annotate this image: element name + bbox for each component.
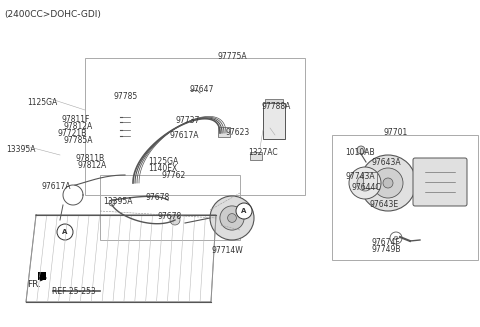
Bar [100,175,240,240]
Text: 97785A: 97785A [63,136,93,145]
Text: 1125GA: 1125GA [27,98,57,107]
Text: 1140EX: 1140EX [148,164,177,173]
Circle shape [228,214,236,222]
Text: 97785: 97785 [113,92,137,101]
Text: FR.: FR. [27,280,41,289]
FancyBboxPatch shape [413,158,467,206]
Text: 97644C: 97644C [352,183,382,192]
Text: 13395A: 13395A [103,197,132,206]
Text: 97737: 97737 [175,116,199,125]
Text: (2400CC>DOHC-GDI): (2400CC>DOHC-GDI) [4,10,101,19]
Text: 97678: 97678 [145,193,169,202]
Text: REF 25-253: REF 25-253 [52,287,96,296]
Circle shape [373,168,403,198]
Text: 97812A: 97812A [63,122,92,131]
Text: 97643A: 97643A [372,158,402,167]
Text: 97788A: 97788A [262,102,291,111]
Text: 97643E: 97643E [370,200,399,209]
Circle shape [357,146,365,154]
Circle shape [236,203,252,219]
Text: 97674F: 97674F [372,238,401,247]
Text: 97617A: 97617A [42,182,72,191]
Bar [38,272,46,280]
Text: 1010AB: 1010AB [345,148,374,157]
Circle shape [357,175,373,191]
Text: 97678: 97678 [158,212,182,221]
Circle shape [383,178,393,188]
Text: 97701: 97701 [383,128,407,137]
Circle shape [57,224,73,240]
Circle shape [170,215,180,225]
Text: 97647: 97647 [190,85,215,94]
Text: 97743A: 97743A [345,172,374,181]
Text: 97617A: 97617A [170,131,200,140]
Text: 1125GA: 1125GA [148,157,178,166]
Bar [85,58,305,195]
Text: 97812A: 97812A [78,161,107,170]
Circle shape [220,206,244,230]
Bar [332,135,478,260]
Text: A: A [62,229,68,235]
Circle shape [210,196,254,240]
Text: 97623: 97623 [225,128,249,137]
Text: 97811B: 97811B [76,154,105,163]
Circle shape [360,155,416,211]
Circle shape [349,167,381,199]
Text: 97714W: 97714W [212,246,244,255]
Text: 97811F: 97811F [61,115,89,124]
Text: 97762: 97762 [161,171,185,180]
Text: 13395A: 13395A [6,145,36,154]
Circle shape [109,200,115,206]
Text: 97721B: 97721B [57,129,86,138]
Text: A: A [241,208,247,214]
Bar [250,152,262,160]
Bar [218,127,230,137]
Text: 97749B: 97749B [372,245,401,254]
Text: 97775A: 97775A [218,52,248,61]
Text: 1327AC: 1327AC [248,148,277,157]
Bar [363,172,377,188]
Circle shape [394,236,398,240]
Bar [263,103,285,139]
Bar [265,99,283,103]
